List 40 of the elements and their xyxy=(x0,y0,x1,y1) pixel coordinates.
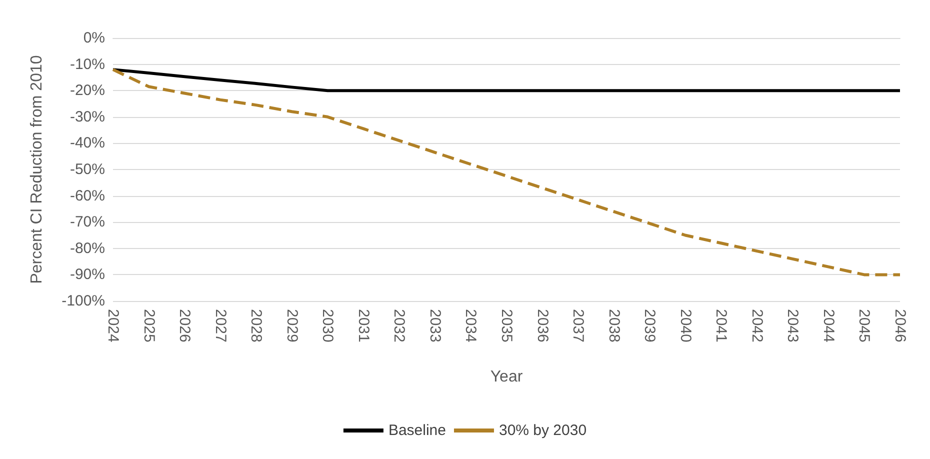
x-tick-label: 2030 xyxy=(319,309,336,342)
y-tick-label: -80% xyxy=(70,240,105,257)
y-tick-label: -10% xyxy=(70,56,105,73)
x-tick-label: 2033 xyxy=(426,309,444,342)
x-tick-label: 2041 xyxy=(712,309,730,342)
y-axis-title: Percent CI Reduction from 2010 xyxy=(28,55,46,284)
x-axis-title: Year xyxy=(490,368,524,386)
y-tick-label: -70% xyxy=(70,214,105,231)
y-tick-label: -100% xyxy=(62,292,105,310)
y-tick-label: -30% xyxy=(70,108,105,126)
x-tick-label: 2042 xyxy=(748,309,766,342)
y-tick-label: 0% xyxy=(83,30,105,46)
x-tick-label: 2029 xyxy=(283,309,300,342)
x-tick-label: 2045 xyxy=(856,309,873,342)
line-series xyxy=(112,68,902,276)
y-tick-label: -60% xyxy=(70,187,105,204)
x-tick-label: 2031 xyxy=(354,309,372,342)
x-tick-label: 2040 xyxy=(676,309,694,342)
x-tick-label: 2043 xyxy=(784,309,802,342)
x-tick-label: 2026 xyxy=(176,309,194,342)
line-series xyxy=(112,68,902,92)
legend-label: 30% by 2030 xyxy=(498,422,587,439)
y-tick-label: -90% xyxy=(70,266,105,284)
x-tick-label: 2044 xyxy=(820,309,837,342)
x-tick-label: 2027 xyxy=(212,309,229,342)
legend-label: Baseline xyxy=(388,422,446,439)
x-tick-label: 2036 xyxy=(534,309,551,342)
x-tick-label: 2034 xyxy=(462,309,480,342)
x-tick-label: 2024 xyxy=(104,309,122,342)
x-tick-label: 2038 xyxy=(605,309,622,342)
x-tick-label: 2032 xyxy=(390,309,408,342)
y-tick-label: -40% xyxy=(70,134,105,152)
x-tick-label: 2046 xyxy=(892,309,908,342)
x-tick-label: 2028 xyxy=(248,309,265,342)
x-tick-label: 2025 xyxy=(140,309,158,342)
y-tick-label: -20% xyxy=(70,82,105,100)
x-tick-label: 2039 xyxy=(641,309,658,342)
x-tick-label: 2035 xyxy=(498,309,515,342)
y-tick-label: -50% xyxy=(70,161,105,178)
x-tick-label: 2037 xyxy=(570,309,587,342)
